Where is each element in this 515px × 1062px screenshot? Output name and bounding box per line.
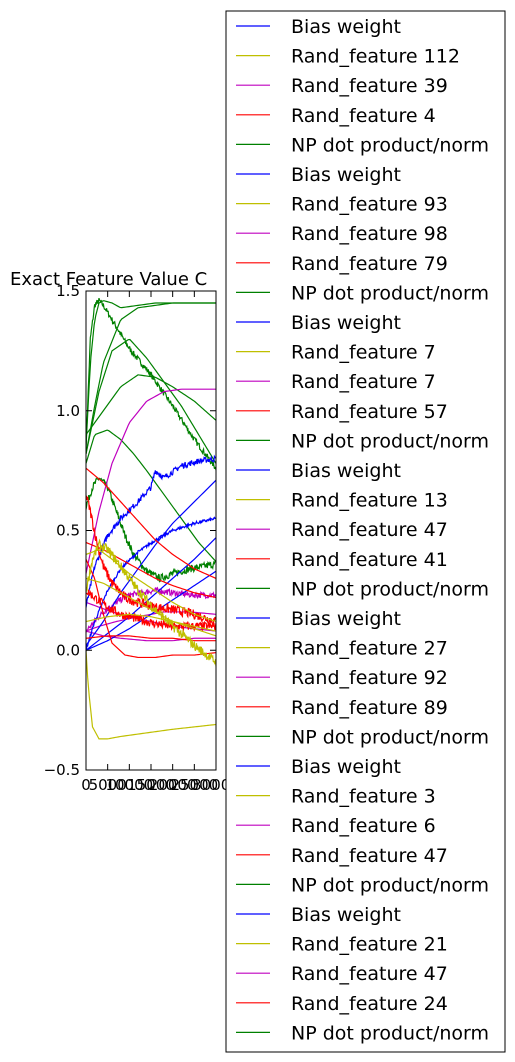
- legend-label: Bias weight: [291, 164, 401, 186]
- legend-label: NP dot product/norm: [291, 134, 489, 156]
- series-line-5: [86, 374, 216, 436]
- legend-label: Bias weight: [291, 756, 401, 778]
- legend-label: Rand_feature 112: [291, 46, 460, 68]
- legend-label: NP dot product/norm: [291, 874, 489, 896]
- x-tick-label: 15000: [127, 776, 175, 794]
- series-line-25: [86, 538, 216, 667]
- legend-label: Rand_feature 47: [291, 519, 448, 541]
- legend-label: Rand_feature 47: [291, 963, 448, 985]
- series-line-13: [86, 454, 216, 608]
- series-line-20: [86, 589, 216, 632]
- legend-label: Rand_feature 24: [291, 993, 448, 1015]
- y-tick-label: 1.5: [56, 282, 80, 300]
- legend-label: Rand_feature 3: [291, 786, 436, 808]
- series-line-21: [86, 558, 216, 659]
- legend-label: Rand_feature 92: [291, 667, 448, 689]
- series-line-26: [86, 548, 216, 623]
- series-line-16: [86, 537, 216, 651]
- legend-label: Bias weight: [291, 312, 401, 334]
- legend-label: NP dot product/norm: [291, 1022, 489, 1044]
- legend-label: Rand_feature 21: [291, 934, 448, 956]
- legend-label: Rand_feature 7: [291, 342, 436, 364]
- legend-label: Bias weight: [291, 608, 401, 630]
- legend-label: Rand_feature 41: [291, 549, 448, 571]
- series-line-14: [86, 516, 216, 652]
- y-tick-label: 0.5: [56, 522, 80, 540]
- legend-label: Rand_feature 89: [291, 697, 448, 719]
- axis-layer: −0.5 0.0 0.5 1.0 1.5 050001000015000200002500…: [44, 282, 240, 794]
- legend-label: Rand_feature 57: [291, 401, 448, 423]
- x-tick-label: 5000: [89, 776, 127, 794]
- series-line-8: [86, 388, 216, 574]
- series-line-9: [86, 586, 216, 633]
- legend: Bias weight Rand_feature 112 Rand_feature …: [225, 10, 506, 1053]
- x-tick-label: 10000: [105, 776, 153, 794]
- series-line-24: [86, 650, 216, 740]
- series-line-27: [86, 577, 216, 637]
- series-line-15: [86, 479, 216, 646]
- series-line-17: [86, 570, 216, 651]
- legend-label: Rand_feature 79: [291, 253, 448, 275]
- legend-label: Rand_feature 98: [291, 223, 448, 245]
- legend-frame: [225, 10, 506, 1053]
- series-line-2: [86, 302, 216, 454]
- x-tick-label: 25000: [170, 776, 218, 794]
- legend-label: Bias weight: [291, 904, 401, 926]
- x-tick-label: 20000: [149, 776, 197, 794]
- legend-label: Rand_feature 4: [291, 105, 436, 127]
- series-line-28: [86, 613, 216, 632]
- legend-label: NP dot product/norm: [291, 726, 489, 748]
- legend-label: NP dot product/norm: [291, 578, 489, 600]
- y-tick-label: −0.5: [44, 761, 80, 779]
- legend-label: Bias weight: [291, 16, 401, 38]
- y-tick-label: 1.0: [56, 402, 80, 420]
- series-layer: [86, 297, 216, 740]
- legend-label: Rand_feature 13: [291, 490, 448, 512]
- series-line-4: [86, 338, 216, 464]
- legend-label: NP dot product/norm: [291, 430, 489, 452]
- y-tick-label: 0.0: [56, 641, 80, 659]
- legend-label: Rand_feature 6: [291, 815, 436, 837]
- series-line-19: [86, 467, 216, 579]
- legend-label: Rand_feature 39: [291, 75, 448, 97]
- plot-area-frame: [85, 290, 217, 771]
- legend-label: Rand_feature 7: [291, 371, 436, 393]
- series-line-6: [86, 429, 216, 563]
- series-line-22: [86, 635, 216, 642]
- series-line-3: [86, 297, 216, 471]
- series-line-7: [86, 477, 216, 583]
- legend-label: Rand_feature 47: [291, 845, 448, 867]
- legend-label: Rand_feature 93: [291, 194, 448, 216]
- legend-label: NP dot product/norm: [291, 282, 489, 304]
- legend-label: Rand_feature 27: [291, 638, 448, 660]
- legend-label: Bias weight: [291, 460, 401, 482]
- chart-title: Exact Feature Value C: [10, 269, 207, 290]
- x-tick-label: 0: [81, 776, 91, 794]
